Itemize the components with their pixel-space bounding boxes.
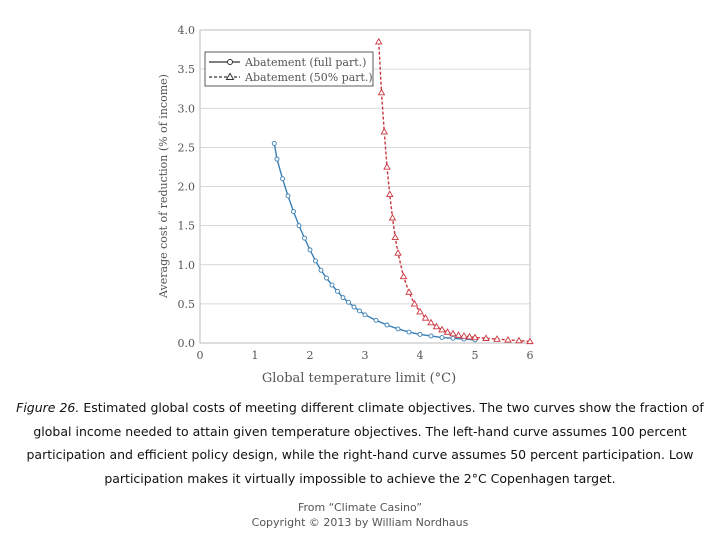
data-point xyxy=(346,299,351,305)
legend-box xyxy=(204,51,374,87)
data-point xyxy=(340,295,346,301)
data-point xyxy=(417,331,423,337)
data-point xyxy=(383,163,391,170)
credit-copyright: Copyright © 2013 by William Nordhaus xyxy=(251,516,469,529)
data-point xyxy=(482,334,490,341)
data-point xyxy=(377,88,386,96)
series-0 xyxy=(271,141,478,343)
credit: From “Climate Casino” Copyright © 2013 b… xyxy=(0,500,720,530)
y-tick-label: 3.0 xyxy=(178,102,196,115)
legend: Abatement (full part.) Abatement (50% pa… xyxy=(204,51,374,87)
data-point xyxy=(335,288,340,294)
caption-text: Estimated global costs of meeting differ… xyxy=(26,400,704,486)
x-tick-label: 5 xyxy=(472,349,479,362)
data-point xyxy=(406,329,412,335)
legend-label-50: Abatement (50% part.) xyxy=(244,71,373,84)
y-tick-label: 4.0 xyxy=(178,24,196,37)
data-point xyxy=(296,223,302,229)
data-point xyxy=(504,335,512,343)
data-point xyxy=(302,235,307,241)
data-point xyxy=(493,335,501,342)
data-point xyxy=(465,332,474,340)
data-point xyxy=(427,318,435,326)
series-line xyxy=(273,143,476,341)
credit-source: From “Climate Casino” xyxy=(297,501,423,514)
figure-caption: Figure 26. Estimated global costs of mee… xyxy=(8,396,712,490)
data-point xyxy=(399,272,408,280)
legend-marker-full xyxy=(227,59,233,65)
data-point xyxy=(385,190,394,197)
x-tick-label: 1 xyxy=(252,349,259,362)
data-point xyxy=(374,37,383,45)
data-point xyxy=(449,329,457,337)
data-point xyxy=(280,176,285,182)
data-point xyxy=(460,332,468,339)
data-point xyxy=(362,312,368,318)
legend-label-full: Abatement (full part.) xyxy=(244,56,366,69)
series-layer xyxy=(271,37,534,345)
data-point xyxy=(428,333,434,339)
tick-labels: 0.0 0.5 1.0 1.5 2.0 2.5 3.0 3.5 4.0 0 1 2 3 4 5 6 xyxy=(178,24,534,362)
data-point xyxy=(405,288,413,295)
data-point xyxy=(439,335,445,340)
data-point xyxy=(388,213,397,221)
data-point xyxy=(391,233,400,241)
data-point xyxy=(373,317,379,323)
data-point xyxy=(291,209,296,214)
y-tick-label: 2.5 xyxy=(178,141,196,154)
data-point xyxy=(450,335,456,341)
data-point xyxy=(318,267,324,273)
data-point xyxy=(384,322,390,328)
data-point xyxy=(416,307,424,315)
data-point xyxy=(329,282,335,288)
data-point xyxy=(394,249,402,256)
series-1 xyxy=(374,37,534,345)
y-tick-label: 2.0 xyxy=(178,181,196,194)
data-point xyxy=(307,247,313,253)
data-point xyxy=(515,336,523,344)
data-point xyxy=(526,337,534,345)
x-tick-label: 0 xyxy=(197,349,204,362)
data-point xyxy=(471,333,479,341)
data-point xyxy=(421,314,430,321)
data-point xyxy=(271,141,277,146)
data-point xyxy=(395,326,401,332)
x-axis-label: Global temperature limit (°C) xyxy=(262,371,456,386)
y-tick-label: 3.5 xyxy=(178,63,196,76)
figure-label: Figure 26. xyxy=(16,400,80,415)
y-tick-label: 1.0 xyxy=(178,259,196,272)
data-point xyxy=(380,127,389,135)
cost-chart: 0.0 0.5 1.0 1.5 2.0 2.5 3.0 3.5 4.0 0 1 2 3 4 5 6 Globa… xyxy=(157,24,534,386)
x-tick-label: 4 xyxy=(417,349,424,362)
x-tick-label: 3 xyxy=(362,349,369,362)
data-point xyxy=(285,193,291,199)
data-point xyxy=(454,331,463,338)
data-point xyxy=(357,308,362,314)
y-tick-label: 1.5 xyxy=(178,220,196,233)
grid xyxy=(200,68,530,305)
data-point xyxy=(410,299,419,307)
data-point xyxy=(438,325,446,333)
x-tick-label: 6 xyxy=(527,349,534,362)
data-point xyxy=(313,258,318,264)
x-tick-label: 2 xyxy=(307,349,314,362)
data-point xyxy=(274,156,280,162)
y-tick-label: 0.0 xyxy=(178,337,196,350)
y-axis-label: Average cost of reduction (% of income) xyxy=(157,74,170,299)
y-tick-label: 0.5 xyxy=(178,298,196,311)
data-point xyxy=(432,322,441,330)
legend-marker-50 xyxy=(225,72,235,80)
data-point xyxy=(351,304,357,310)
data-point xyxy=(324,275,329,281)
data-point xyxy=(443,328,452,335)
